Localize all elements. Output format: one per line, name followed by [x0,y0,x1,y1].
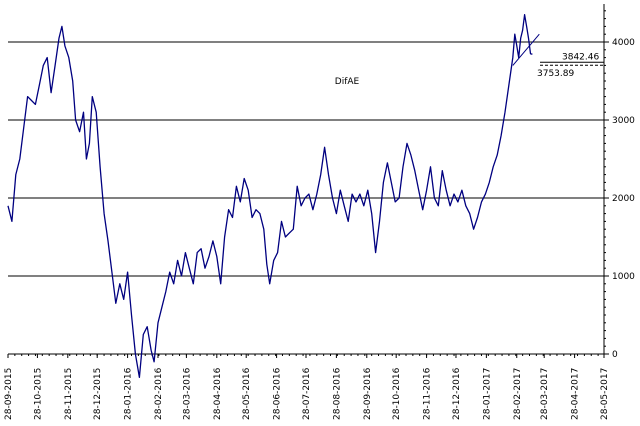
x-tick-label: 28-03-2016 [182,367,192,420]
chart-title: DifAE [335,77,360,87]
series-line-0 [7,14,533,379]
y-tick-label: 0 [612,350,618,360]
x-tick-label: 28-11-2015 [64,368,74,420]
x-tick-label: 28-01-2017 [482,368,492,420]
x-tick-label: 28-06-2016 [273,367,283,420]
grid-lines [8,41,604,277]
x-tick-label: 28-10-2015 [33,368,43,420]
x-tick-label: 28-07-2016 [302,367,312,420]
x-tick-label: 28-12-2016 [452,367,462,420]
annotation-upper-value: 3842.46 [562,52,599,62]
y-tick-label: 1000 [612,272,635,282]
x-tick-label: 28-05-2016 [242,367,252,420]
x-tick-label: 28-02-2016 [154,367,164,420]
series-layer [7,14,533,379]
x-tick-label: 28-05-2017 [600,368,610,420]
x-tick-label: 28-08-2016 [332,367,342,420]
annotation-lower-value: 3753.89 [537,69,574,79]
x-tick-label: 28-11-2016 [423,367,433,420]
x-tick-label: 28-10-2016 [392,367,402,420]
y-tick-label: 2000 [612,194,635,204]
trendline [512,33,540,66]
x-tick-label: 28-09-2016 [363,367,373,420]
axes: 0 1000 2000 3000 4000 28-09-2015 28-10-2015 28-… [4,4,635,420]
annotations: 3842.46 3753.89 [512,33,604,79]
x-tick-label: 28-09-2015 [4,368,14,420]
x-tick-label: 28-04-2017 [571,368,581,420]
y-tick-label: 3000 [612,116,635,126]
x-tick-label: 28-02-2017 [513,368,523,420]
y-tick-label: 4000 [612,38,635,48]
x-tick-label: 28-01-2016 [124,367,134,420]
x-tick-label: 28-03-2017 [540,368,550,420]
x-tick-label: 28-12-2015 [93,368,103,420]
x-tick-label: 28-04-2016 [213,367,223,420]
